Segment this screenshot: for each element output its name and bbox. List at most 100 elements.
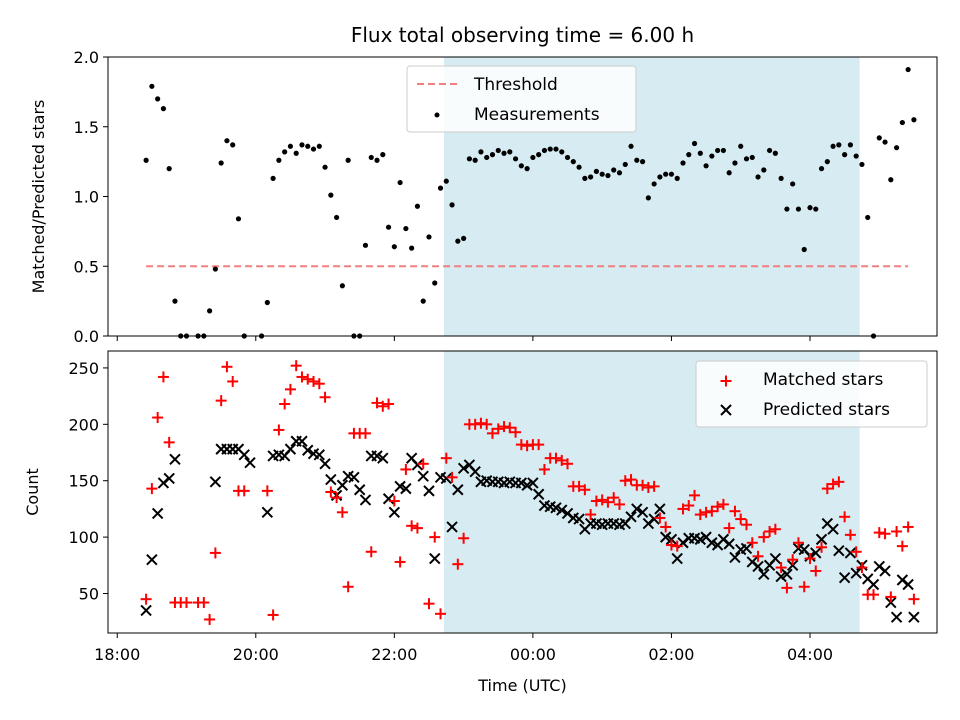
matched-star-marker (769, 523, 781, 535)
x-stroke (434, 471, 447, 484)
measurement-point (784, 206, 790, 212)
x-stroke (798, 543, 810, 556)
matched-star-marker (885, 591, 897, 603)
y-tick-label: 50 (79, 585, 99, 604)
predicted-star-marker (348, 471, 360, 484)
matched-star-marker (498, 421, 510, 433)
measurement-point (536, 152, 542, 158)
measurement-point (437, 185, 444, 191)
matched-star-marker (492, 423, 504, 435)
x-tick-label: 20:00 (233, 645, 279, 664)
measurement-point (397, 179, 403, 186)
matched-star-marker (873, 527, 885, 539)
predicted-star-marker (654, 503, 666, 515)
matched-star-marker (215, 395, 227, 407)
measurement-point (726, 170, 732, 176)
matched-star-marker (856, 562, 868, 574)
matched-star-marker (879, 528, 891, 540)
measurement-point (691, 140, 698, 147)
predicted-star-marker (452, 484, 464, 496)
measurement-point (472, 157, 478, 163)
matched-star-marker (290, 360, 302, 372)
matched-star-marker (423, 598, 435, 610)
measurement-point (305, 143, 311, 149)
matched-star-marker (660, 521, 672, 533)
measurement-point (478, 149, 484, 155)
predicted-star-marker (723, 538, 735, 550)
measurement-point (282, 149, 288, 155)
x-stroke (648, 513, 660, 525)
x-stroke (561, 507, 574, 520)
matched-star-marker (163, 436, 175, 448)
matched-star-marker (642, 481, 654, 493)
x-stroke (769, 552, 782, 565)
measurement-point (853, 153, 859, 159)
measurement-point (743, 156, 750, 162)
matched-star-marker (325, 486, 337, 498)
matched-star-marker (140, 593, 152, 605)
predicted-star-marker (573, 513, 585, 525)
measurement-point (842, 152, 848, 158)
measurement-point (207, 308, 213, 314)
x-tick-label: 04:00 (787, 645, 833, 664)
x-stroke (700, 531, 712, 543)
x-stroke (717, 533, 730, 546)
predicted-star-marker (151, 507, 164, 520)
predicted-star-marker (163, 472, 175, 485)
matched-star-marker (694, 509, 706, 521)
x-stroke (532, 488, 545, 500)
x-stroke (209, 476, 222, 488)
measurement-point (212, 266, 218, 272)
predicted-star-marker (902, 578, 914, 591)
measurement-point (697, 150, 703, 156)
predicted-star-marker (146, 553, 158, 566)
predicted-star-marker (284, 443, 297, 455)
predicted-star-marker (844, 547, 857, 559)
x-stroke (752, 560, 764, 573)
x-stroke (296, 435, 308, 447)
matched-star-marker (816, 541, 828, 553)
predicted-star-marker (429, 552, 441, 565)
measurement-point (172, 298, 178, 304)
x-stroke (862, 573, 874, 585)
predicted-star-marker (457, 462, 470, 475)
matched-star-marker (279, 398, 291, 410)
measurement-point (507, 149, 513, 155)
predicted-star-marker (440, 472, 453, 485)
measurement-point (876, 135, 882, 141)
matched-star-marker (417, 458, 429, 470)
x-stroke (665, 533, 678, 546)
matched-star-marker (308, 375, 320, 387)
measurement-point (293, 150, 299, 156)
measurement-point (674, 175, 680, 181)
matched-star-marker (267, 609, 279, 621)
measurement-point (599, 171, 605, 177)
x-stroke (319, 458, 331, 470)
x-stroke (492, 476, 504, 488)
predicted-star-marker (319, 458, 331, 470)
measurement-point (385, 224, 392, 230)
matched-star-marker (573, 480, 585, 492)
measurement-point (368, 154, 374, 161)
x-stroke (850, 567, 862, 579)
matched-star-marker (827, 478, 839, 490)
measurement-point (518, 163, 524, 169)
matched-star-marker (273, 424, 285, 436)
x-tick-label: 22:00 (371, 645, 417, 664)
x-stroke (394, 480, 406, 493)
measurement-point (651, 181, 657, 187)
predicted-star-marker (296, 435, 308, 447)
measurement-point (541, 147, 548, 154)
matched-star-marker (590, 495, 602, 507)
measurement-point (628, 143, 634, 149)
x-stroke (417, 470, 429, 482)
x-stroke (573, 513, 585, 525)
y-tick-label: 2.0 (74, 48, 99, 67)
x-stroke (844, 547, 857, 559)
bottom-axes-frame (107, 350, 938, 634)
x-stroke (908, 611, 920, 623)
predicted-star-marker (665, 533, 678, 546)
measurement-point (766, 147, 773, 154)
predicted-star-marker (815, 533, 828, 546)
matched-star-marker (440, 452, 452, 464)
